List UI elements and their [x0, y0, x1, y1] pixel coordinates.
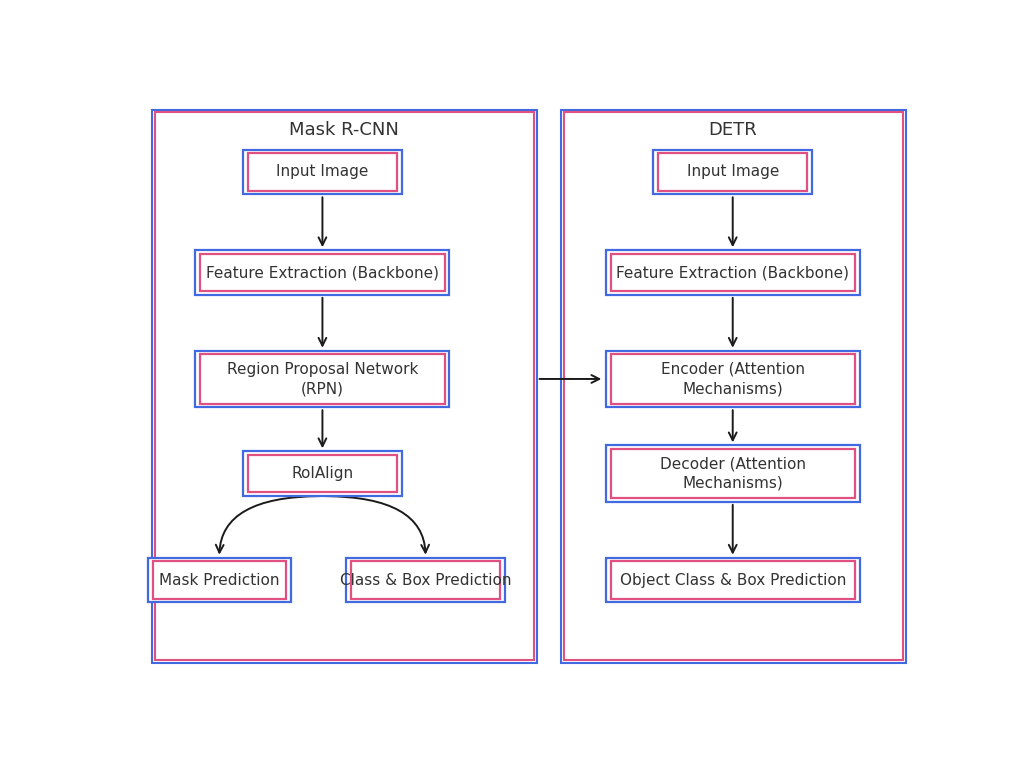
- Bar: [606, 250, 860, 295]
- Bar: [196, 250, 450, 295]
- Bar: [563, 112, 902, 660]
- Bar: [155, 112, 534, 660]
- Text: Encoder (Attention
Mechanisms): Encoder (Attention Mechanisms): [660, 362, 805, 396]
- Bar: [658, 154, 807, 190]
- Bar: [201, 254, 444, 291]
- Text: DETR: DETR: [709, 121, 758, 138]
- Bar: [153, 561, 286, 599]
- Text: Decoder (Attention
Mechanisms): Decoder (Attention Mechanisms): [659, 456, 806, 491]
- Text: Feature Extraction (Backbone): Feature Extraction (Backbone): [206, 265, 439, 280]
- Text: Object Class & Box Prediction: Object Class & Box Prediction: [620, 572, 846, 588]
- Text: Input Image: Input Image: [276, 164, 369, 180]
- Bar: [653, 150, 812, 194]
- Bar: [610, 449, 855, 498]
- Bar: [248, 455, 397, 492]
- Bar: [606, 351, 860, 407]
- Bar: [606, 445, 860, 502]
- Text: Mask R-CNN: Mask R-CNN: [290, 121, 399, 138]
- Bar: [610, 254, 855, 291]
- Text: RoIAlign: RoIAlign: [292, 466, 353, 481]
- Bar: [201, 354, 444, 403]
- Bar: [346, 558, 505, 602]
- Text: Feature Extraction (Backbone): Feature Extraction (Backbone): [616, 265, 849, 280]
- Bar: [606, 558, 860, 602]
- Bar: [610, 561, 855, 599]
- Bar: [243, 150, 401, 194]
- Bar: [243, 452, 401, 496]
- Bar: [351, 561, 500, 599]
- Bar: [560, 110, 906, 663]
- Text: Class & Box Prediction: Class & Box Prediction: [340, 572, 511, 588]
- Text: Input Image: Input Image: [686, 164, 779, 180]
- Bar: [152, 110, 537, 663]
- Bar: [196, 351, 450, 407]
- Bar: [248, 154, 397, 190]
- Text: Region Proposal Network
(RPN): Region Proposal Network (RPN): [226, 362, 418, 396]
- Bar: [147, 558, 291, 602]
- Bar: [610, 354, 855, 403]
- Text: Mask Prediction: Mask Prediction: [159, 572, 280, 588]
